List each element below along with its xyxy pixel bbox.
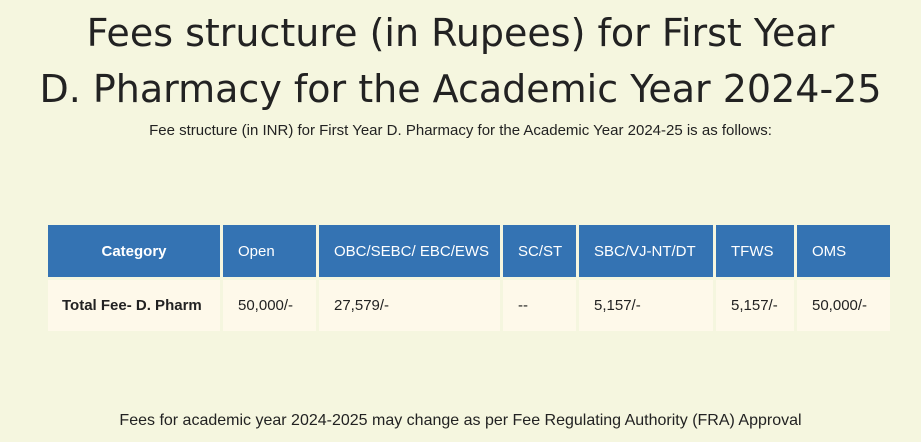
cell-oms: 50,000/- (797, 280, 890, 331)
footer-note: Fees for academic year 2024-2025 may cha… (119, 412, 802, 429)
header-sc-st: SC/ST (503, 225, 576, 277)
table-header-row: Category Open OBC/SEBC/ EBC/EWS SC/ST SB… (48, 225, 890, 277)
cell-tfws: 5,157/- (716, 280, 794, 331)
header-sbc-vj-nt-dt: SBC/VJ-NT/DT (579, 225, 713, 277)
cell-open: 50,000/- (223, 280, 316, 331)
page-title-line-1: Fees structure (in Rupees) for First Yea… (86, 11, 835, 55)
intro-text: Fee structure (in INR) for First Year D.… (149, 122, 772, 139)
header-oms: OMS (797, 225, 890, 277)
header-obc-sebc-ebc-ews: OBC/SEBC/ EBC/EWS (319, 225, 500, 277)
table-row: Total Fee- D. Pharm 50,000/- 27,579/- --… (48, 280, 890, 331)
header-tfws: TFWS (716, 225, 794, 277)
cell-sbc-vj-nt-dt: 5,157/- (579, 280, 713, 331)
row-label-total-fee: Total Fee- D. Pharm (48, 280, 220, 331)
fee-table: Category Open OBC/SEBC/ EBC/EWS SC/ST SB… (45, 222, 893, 334)
cell-obc-sebc-ebc-ews: 27,579/- (319, 280, 500, 331)
header-category: Category (48, 225, 220, 277)
header-open: Open (223, 225, 316, 277)
page-title-line-2: D. Pharmacy for the Academic Year 2024-2… (39, 67, 882, 111)
cell-sc-st: -- (503, 280, 576, 331)
